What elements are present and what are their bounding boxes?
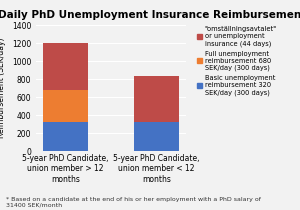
- Bar: [43, 122, 88, 151]
- Bar: [134, 76, 179, 122]
- Y-axis label: Reimbursement (SEK/day): Reimbursement (SEK/day): [0, 38, 6, 138]
- Bar: [43, 90, 88, 122]
- Text: Daily PhD Unemployment Insurance Reimbursement: Daily PhD Unemployment Insurance Reimbur…: [0, 10, 300, 20]
- Bar: [43, 43, 88, 90]
- Legend: "omställningsavtalet"
or unemployment
insurance (44 days), Full unemployment
rei: "omställningsavtalet" or unemployment in…: [197, 26, 277, 96]
- Text: * Based on a candidate at the end of his or her employment with a PhD salary of
: * Based on a candidate at the end of his…: [6, 197, 261, 208]
- Bar: [134, 122, 179, 151]
